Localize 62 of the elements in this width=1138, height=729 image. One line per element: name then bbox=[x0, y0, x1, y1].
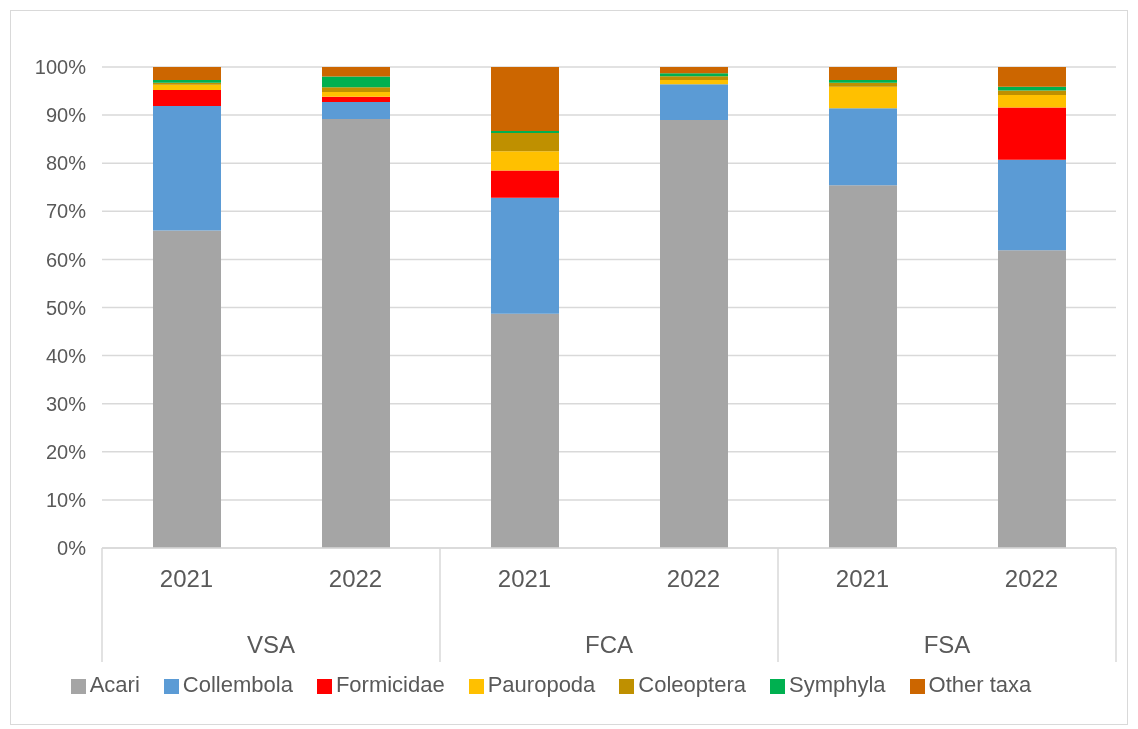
bar bbox=[998, 250, 1066, 548]
bar bbox=[829, 82, 897, 87]
bar bbox=[829, 79, 897, 83]
bar bbox=[829, 86, 897, 109]
legend-label: Collembola bbox=[182, 672, 293, 697]
bar bbox=[660, 79, 728, 85]
bar bbox=[998, 90, 1066, 95]
bar bbox=[322, 76, 390, 88]
bar bbox=[491, 132, 559, 152]
x-tick-label: 2021 bbox=[159, 565, 214, 592]
legend-label: Coleoptera bbox=[638, 672, 746, 697]
bar bbox=[829, 67, 897, 80]
x-tick-label: 2021 bbox=[835, 565, 890, 592]
bar bbox=[998, 94, 1066, 108]
x-tick-label: 2022 bbox=[666, 565, 721, 592]
bar bbox=[829, 185, 897, 548]
bar bbox=[829, 108, 897, 186]
x-tick-label: 2022 bbox=[1004, 565, 1059, 592]
y-tick-label: 50% bbox=[45, 296, 87, 319]
bar bbox=[153, 230, 221, 548]
bar bbox=[660, 67, 728, 74]
y-tick-label: 100% bbox=[34, 56, 87, 79]
bar bbox=[491, 313, 559, 548]
bar bbox=[322, 96, 390, 103]
bar bbox=[322, 118, 390, 548]
y-tick-label: 70% bbox=[45, 200, 87, 223]
legend-label: Symphyla bbox=[788, 672, 886, 697]
bar bbox=[491, 170, 559, 198]
bar bbox=[660, 119, 728, 548]
bar bbox=[322, 87, 390, 93]
y-tick-label: 60% bbox=[45, 248, 87, 271]
text: FSA bbox=[923, 631, 971, 658]
bar bbox=[998, 67, 1066, 87]
text: FCA bbox=[585, 631, 633, 658]
bar bbox=[322, 92, 390, 97]
y-tick-label: 20% bbox=[45, 440, 87, 463]
bar bbox=[491, 151, 559, 171]
bar bbox=[998, 86, 1066, 91]
bar bbox=[998, 159, 1066, 251]
bar bbox=[491, 67, 559, 131]
y-tick-label: 10% bbox=[45, 489, 87, 511]
bar bbox=[998, 107, 1066, 160]
y-tick-label: 0% bbox=[57, 537, 87, 560]
legend-label: Formicidae bbox=[335, 672, 445, 697]
bar bbox=[322, 102, 390, 119]
legend-label: Pauropoda bbox=[487, 672, 596, 697]
y-tick-label: 80% bbox=[45, 152, 87, 175]
y-tick-label: 30% bbox=[45, 392, 87, 415]
text: VSA bbox=[246, 631, 296, 658]
y-tick-label: 40% bbox=[45, 344, 87, 367]
bar bbox=[153, 84, 221, 91]
x-tick-label: 2022 bbox=[328, 565, 383, 592]
bar bbox=[153, 90, 221, 106]
legend-label: Acari bbox=[89, 672, 140, 697]
bar bbox=[153, 67, 221, 80]
legend-label: Other taxa bbox=[928, 672, 1032, 697]
bar bbox=[491, 197, 559, 314]
y-tick-label: 90% bbox=[45, 104, 87, 127]
bar bbox=[322, 67, 390, 77]
bar bbox=[153, 105, 221, 231]
x-tick-label: 2021 bbox=[497, 565, 552, 592]
bar bbox=[660, 84, 728, 120]
